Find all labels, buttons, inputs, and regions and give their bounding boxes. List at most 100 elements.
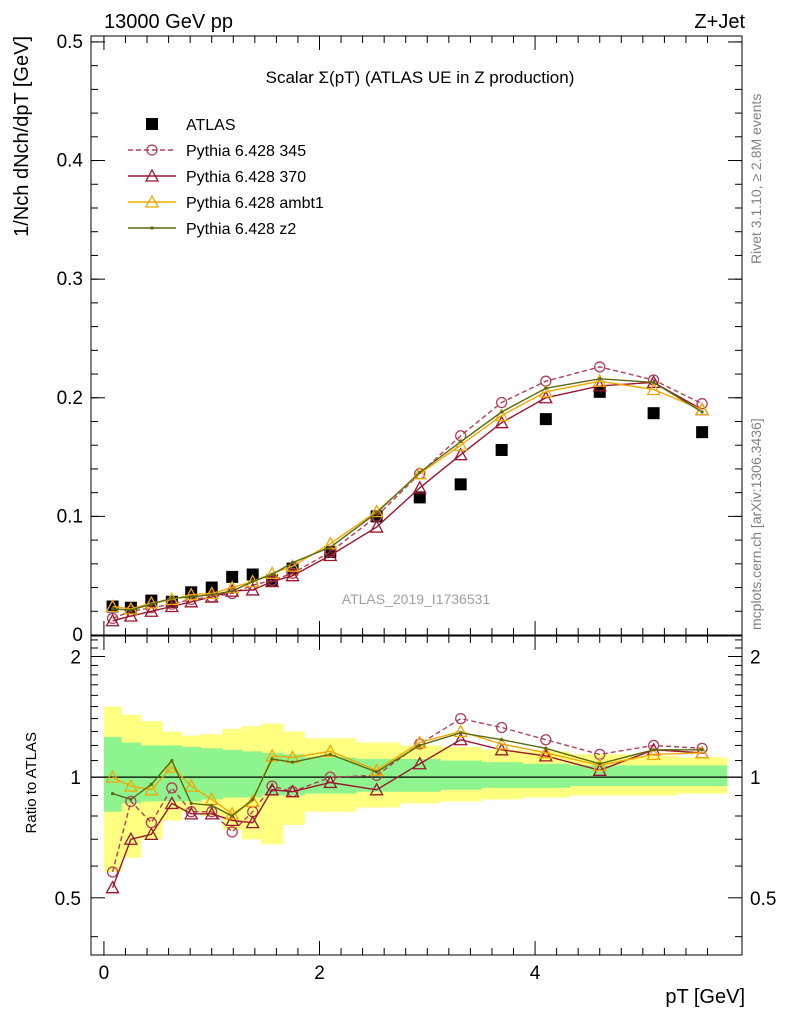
marker-triangle — [264, 782, 280, 796]
series-line — [112, 366, 703, 620]
marker-triangle — [204, 589, 219, 603]
stat-uncertainty-band — [304, 757, 357, 794]
marker-circle — [106, 612, 119, 625]
marker-circle — [594, 361, 606, 373]
marker-triangle — [412, 466, 427, 480]
legend-label: Pythia 6.428 ambt1 — [186, 195, 324, 212]
marker-triangle — [144, 595, 159, 609]
marker-triangle — [105, 769, 120, 783]
marker-triangle — [494, 415, 509, 429]
series-1 — [106, 361, 708, 625]
mcplots-label: mcplots.cern.ch [arXiv:1306.3436] — [748, 418, 764, 630]
series-line — [112, 380, 703, 610]
marker-triangle — [369, 504, 384, 518]
stat-uncertainty-band — [282, 754, 305, 796]
legend-label: Pythia 6.428 370 — [186, 169, 306, 186]
y-tick-label: 0.3 — [57, 269, 83, 290]
marker-dot — [150, 226, 154, 230]
marker-dot — [652, 380, 656, 384]
marker-dot — [129, 608, 133, 612]
marker-triangle — [695, 745, 710, 759]
marker-dot — [110, 791, 115, 796]
marker-triangle — [323, 548, 338, 562]
marker-dot — [290, 561, 295, 565]
marker-triangle — [412, 756, 427, 770]
marker-triangle — [695, 402, 710, 416]
series-1 — [105, 732, 710, 894]
marker-triangle — [264, 748, 280, 762]
series-line — [112, 381, 703, 622]
marker-triangle — [453, 732, 468, 746]
marker-dot — [210, 593, 214, 597]
marker-triangle — [144, 782, 159, 796]
ratio-y-tick-label-right: 0.5 — [750, 889, 776, 910]
marker-triangle — [412, 735, 427, 749]
marker-triangle — [225, 813, 240, 827]
marker-triangle — [204, 806, 219, 820]
marker-dot — [544, 746, 548, 750]
marker-triangle — [538, 748, 553, 762]
marker-triangle — [184, 587, 199, 601]
marker-triangle — [369, 519, 384, 533]
marker-triangle — [323, 743, 338, 757]
marker-triangle — [225, 583, 240, 597]
series-line — [112, 730, 703, 815]
marker-dot — [652, 748, 656, 752]
marker-dot — [170, 596, 174, 600]
x-axis-label: pT [GeV] — [665, 986, 745, 1008]
stat-uncertainty-band — [222, 749, 243, 798]
main-title: Scalar Σ(pT) (ATLAS UE in Z production) — [266, 68, 575, 87]
marker-triangle — [369, 782, 384, 796]
x-tick-label: 2 — [314, 963, 325, 984]
marker-circle — [495, 721, 508, 734]
marker-circle — [696, 398, 708, 410]
marker-dot — [290, 760, 295, 764]
marker-dot — [230, 814, 234, 818]
marker-triangle — [144, 603, 159, 617]
marker-circle — [455, 712, 467, 725]
stat-uncertainty-band — [481, 762, 523, 788]
marker-square — [226, 570, 239, 583]
series-3 — [105, 373, 710, 615]
ratio-y-tick-label: 2 — [70, 648, 81, 669]
stat-uncertainty-band — [522, 763, 571, 788]
ratio-panel: 0.5 0.5 1 1 2 2 0 2 4 Ratio to ATLAS pT [GeV] — [23, 635, 776, 1008]
y-tick-label: 0.4 — [57, 151, 84, 172]
marker-triangle — [123, 608, 138, 622]
marker-dot — [251, 580, 255, 584]
marker-triangle — [264, 574, 280, 588]
legend-item: Pythia 6.428 345 — [128, 143, 306, 160]
stat-uncertainty-band — [103, 736, 122, 812]
marker-triangle — [494, 408, 509, 422]
marker-dot — [598, 377, 602, 381]
marker-triangle — [245, 582, 260, 596]
marker-triangle — [105, 613, 120, 627]
marker-triangle — [494, 736, 509, 750]
stat-uncertainty-band — [241, 751, 262, 798]
stat-uncertainty-band — [629, 765, 678, 787]
marker-square — [413, 491, 426, 504]
marker-triangle — [184, 806, 199, 820]
marker-dot — [189, 801, 193, 806]
marker-triangle — [453, 724, 468, 738]
rivet-label: Rivet 3.1.10, ≥ 2.8M events — [748, 94, 764, 264]
marker-dot — [500, 738, 504, 742]
marker-circle — [540, 734, 552, 746]
marker-dot — [270, 757, 274, 761]
stat-uncertainty-band — [140, 745, 163, 802]
header-right: Z+Jet — [694, 11, 745, 33]
marker-triangle — [245, 815, 260, 829]
legend-item: Pythia 6.428 z2 — [128, 221, 296, 238]
legend-label: Pythia 6.428 z2 — [186, 221, 296, 238]
x-tick-label: 0 — [99, 963, 110, 984]
ratio-y-label: Ratio to ATLAS — [23, 732, 40, 833]
marker-triangle — [285, 568, 300, 582]
marker-triangle — [105, 880, 120, 894]
marker-dot — [544, 386, 548, 390]
marker-triangle — [646, 746, 661, 761]
series-4 — [110, 377, 704, 612]
marker-triangle — [144, 826, 159, 840]
marker-square — [454, 478, 467, 491]
marker-circle — [106, 866, 119, 878]
marker-circle — [495, 396, 508, 409]
